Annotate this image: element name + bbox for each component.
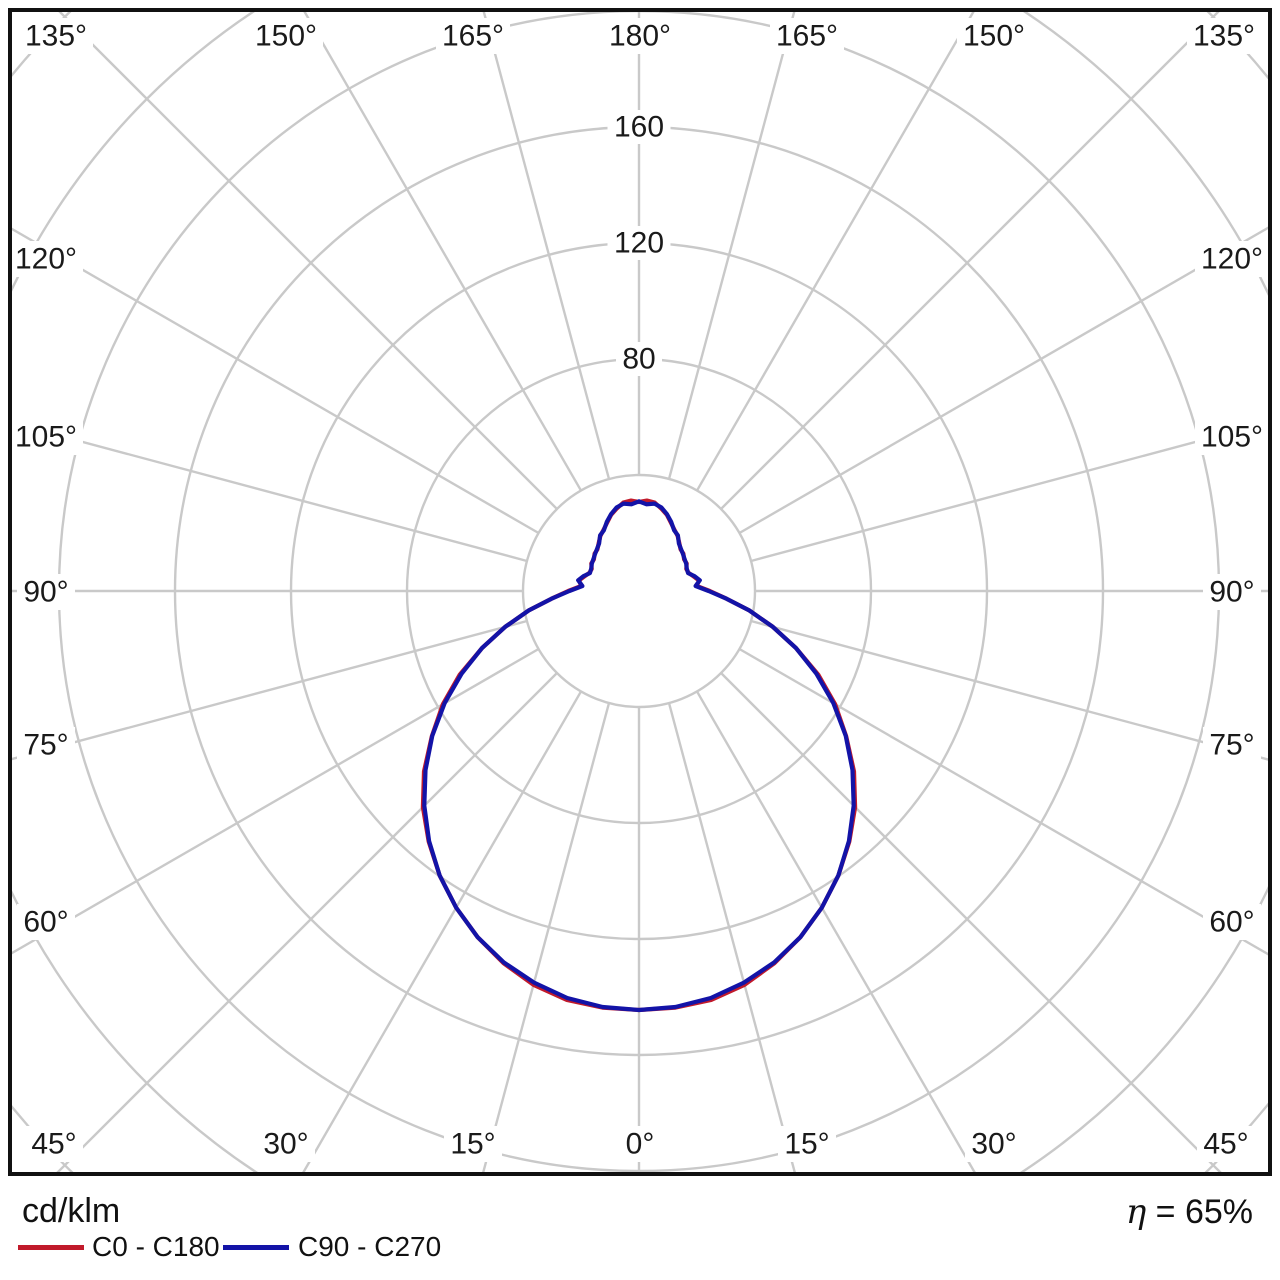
angle-label-45: 45° [1203, 1128, 1248, 1161]
angle-label-15: 15° [784, 1128, 829, 1161]
grid-ray-105 [750, 421, 1268, 563]
grid-ray-165 [667, 12, 796, 480]
angle-label-mask [957, 18, 1031, 54]
angle-label-mask [1187, 18, 1261, 54]
angle-label-mask [1195, 241, 1269, 277]
grid-ray-45 [720, 672, 1222, 1172]
angle-label-mask [25, 1126, 83, 1162]
angle-label-mask [444, 1126, 502, 1162]
units-label: cd/klm [22, 1192, 121, 1230]
angle-label-mask [17, 727, 75, 763]
angle-label-mask [17, 574, 75, 610]
angle-label-135: 135° [25, 20, 87, 53]
radial-tick-label-160: 160 [614, 111, 664, 144]
angle-label-mask [603, 18, 677, 54]
angle-label-mask [9, 241, 83, 277]
angle-label-mask [619, 1126, 661, 1162]
angle-label-75: 75° [1209, 729, 1254, 762]
legend-line-c0 [18, 1245, 84, 1250]
angle-label-mask [436, 18, 510, 54]
angle-label-mask [1197, 1126, 1255, 1162]
radial-label-mask [607, 226, 671, 260]
grid-ray-150 [695, 12, 975, 492]
angle-label-90: 90° [1209, 576, 1254, 609]
radial-label-mask [607, 110, 671, 144]
angle-label-mask [778, 1126, 836, 1162]
angle-label-0: 0° [626, 1128, 655, 1161]
angle-label-mask [9, 419, 83, 455]
radial-label-mask [616, 342, 662, 376]
angle-label-mask [1203, 727, 1261, 763]
angle-label-165: 165° [442, 20, 504, 53]
grid-ray-120 [738, 226, 1268, 535]
angle-label-mask [17, 904, 75, 940]
angle-label-45: 45° [31, 1128, 76, 1161]
curve-c90-c270 [422, 499, 856, 1013]
angle-label-180: 180° [609, 20, 671, 53]
grid-ray-60 [738, 647, 1268, 956]
grid-ray-210 [303, 12, 583, 492]
angle-label-150: 150° [255, 20, 317, 53]
angle-label-30: 30° [263, 1128, 308, 1161]
angle-label-15: 15° [450, 1128, 495, 1161]
efficiency-label: η = 65% [1126, 1192, 1253, 1232]
angle-label-mask [770, 18, 844, 54]
grid-ray-330 [302, 690, 583, 1172]
intensity-curves [420, 498, 858, 1013]
angle-label-mask [249, 18, 323, 54]
grid-ray-195 [482, 12, 611, 480]
legend-line-c90 [223, 1245, 289, 1250]
angle-label-105: 105° [1201, 421, 1263, 454]
angle-label-mask [1203, 574, 1261, 610]
grid-ray-285 [12, 619, 528, 761]
radial-tick-label-120: 120 [614, 227, 664, 260]
grid-ray-135 [720, 12, 1220, 510]
grid-ray-300 [12, 647, 540, 955]
grid-ray-30 [695, 690, 976, 1172]
angle-label-135: 135° [1193, 20, 1255, 53]
radial-tick-labels: 80 120 160 [607, 110, 671, 376]
angle-label-120: 120° [15, 243, 77, 276]
angle-label-mask [965, 1126, 1023, 1162]
angle-labels: 0° 15° 15° 30° 30° 45° 45° 60° 60° 75° 75° 90° 90° 10… [9, 18, 1269, 1162]
angle-label-mask [1195, 419, 1269, 455]
radial-tick-label-80: 80 [622, 343, 655, 376]
angle-label-75: 75° [23, 729, 68, 762]
grid-ray-255 [12, 421, 528, 563]
grid-ray-315 [56, 672, 558, 1172]
angle-label-mask [257, 1126, 315, 1162]
legend-label-c90: C90 - C270 [298, 1231, 442, 1262]
angle-label-150: 150° [963, 20, 1025, 53]
grid-ray-225 [58, 12, 558, 510]
grid-ray-75 [750, 619, 1268, 761]
angle-label-mask [19, 18, 93, 54]
eta-value: = 65% [1155, 1193, 1253, 1231]
angle-label-60: 60° [1209, 906, 1254, 939]
grid-ray-240 [12, 227, 540, 535]
eta-symbol: η [1125, 1192, 1147, 1232]
legend-label-c0: C0 - C180 [92, 1231, 220, 1262]
angle-label-30: 30° [971, 1128, 1016, 1161]
angle-label-mask [1203, 904, 1261, 940]
angle-label-165: 165° [776, 20, 838, 53]
grid-ray-345 [482, 702, 611, 1172]
angle-label-90: 90° [23, 576, 68, 609]
angle-label-60: 60° [23, 906, 68, 939]
grid-ray-15 [667, 702, 796, 1172]
angle-label-120: 120° [1201, 243, 1263, 276]
grid-circle-40 [521, 473, 757, 709]
angle-label-105: 105° [15, 421, 77, 454]
